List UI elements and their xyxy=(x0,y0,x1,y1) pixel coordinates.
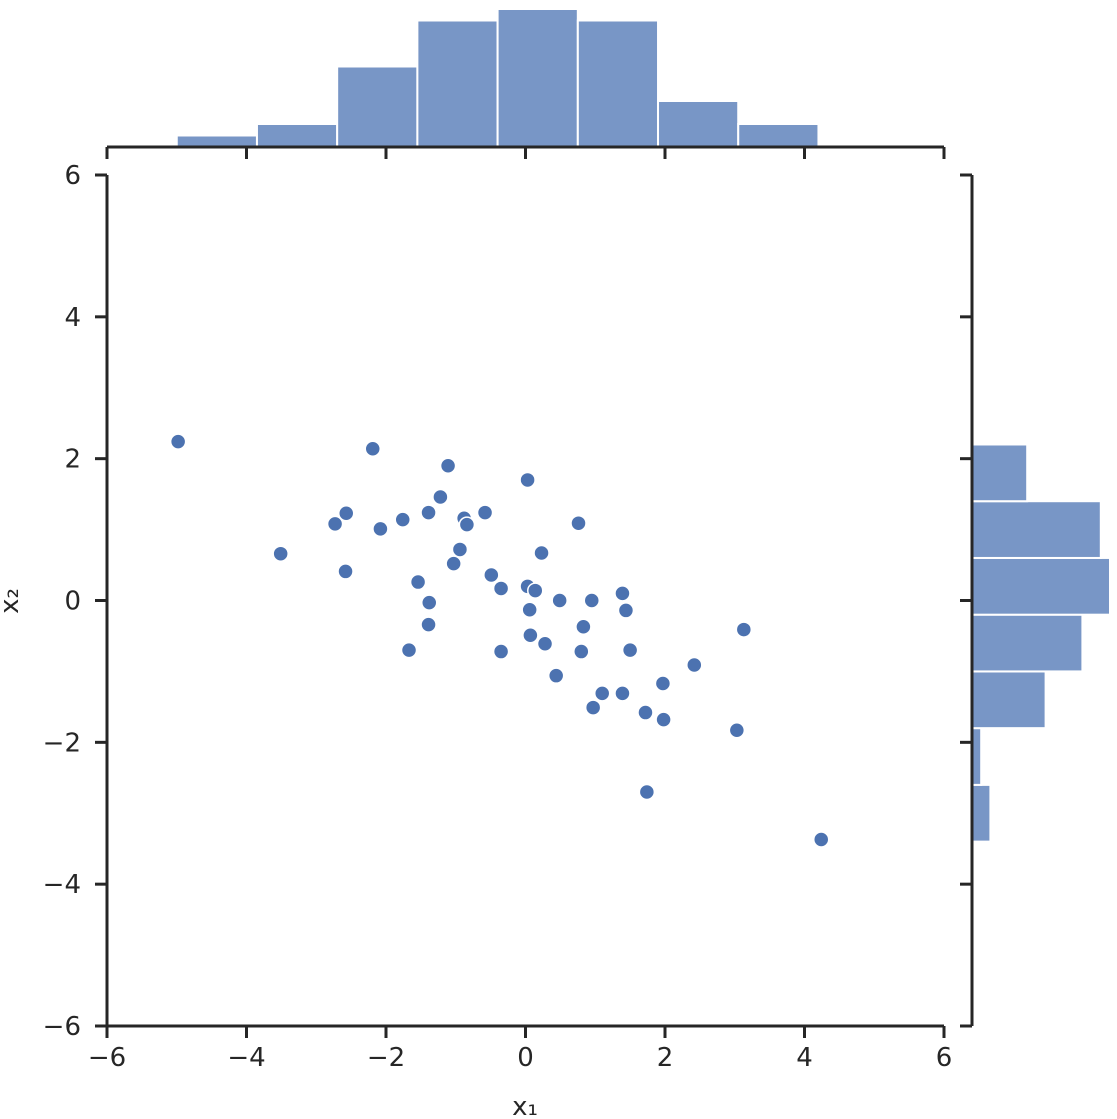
scatter-point xyxy=(492,580,510,597)
y-histogram-bar xyxy=(971,783,992,843)
scatter-point xyxy=(458,516,476,533)
x-histogram-bar xyxy=(416,19,499,148)
x-tick-label: −6 xyxy=(88,1043,126,1073)
y-tick-label: 2 xyxy=(64,445,81,475)
scatter-point xyxy=(483,566,500,584)
scatter-point xyxy=(617,602,635,619)
y-histogram-bar xyxy=(971,500,1102,559)
axis-ticks: −6 −4 −2 0 2 4 6 −6 −4 −2 0 2 4 6 xyxy=(43,147,972,1073)
y-tick-label: −4 xyxy=(43,870,81,900)
scatter-point xyxy=(492,643,510,660)
scatter-point xyxy=(432,488,449,506)
scatter-point xyxy=(686,656,703,674)
scatter-point xyxy=(337,563,354,580)
scatter-point xyxy=(614,685,631,702)
x-histogram-bar xyxy=(657,100,740,148)
scatter-point xyxy=(812,831,830,848)
scatter-point xyxy=(451,541,469,558)
scatter-point xyxy=(583,592,601,609)
scatter-point xyxy=(272,545,289,562)
scatter-point xyxy=(593,685,611,702)
scatter-point xyxy=(533,544,550,562)
scatter-point xyxy=(420,616,437,633)
x-axis-label: x₁ xyxy=(512,1092,538,1119)
scatter-point xyxy=(654,675,672,692)
x-tick-label: 2 xyxy=(657,1043,674,1073)
x-histogram-bar xyxy=(336,65,419,148)
y-histogram-bar xyxy=(971,670,1047,730)
scatter-point xyxy=(637,704,654,721)
scatter-point xyxy=(584,699,602,716)
scatter-points xyxy=(169,433,830,848)
y-tick-label: 0 xyxy=(64,587,81,617)
y-tick-label: −6 xyxy=(43,1012,81,1042)
scatter-point xyxy=(547,667,565,684)
scatter-point xyxy=(476,504,494,521)
y-axis-label: x₂ xyxy=(0,588,25,614)
x-histogram-bar xyxy=(737,123,820,148)
scatter-point xyxy=(551,592,568,609)
scatter-point xyxy=(638,783,656,801)
scatter-point xyxy=(326,515,344,533)
scatter-point xyxy=(521,601,538,618)
y-histogram-bar xyxy=(971,443,1029,503)
scatter-point xyxy=(420,594,438,611)
x-tick-label: 6 xyxy=(936,1043,953,1073)
scatter-point xyxy=(575,618,592,635)
scatter-point xyxy=(728,722,746,739)
scatter-point xyxy=(570,514,587,532)
scatter-point xyxy=(409,573,427,591)
x-histogram-bar xyxy=(175,134,258,148)
y-tick-label: −2 xyxy=(43,728,81,758)
y-tick-label: 6 xyxy=(64,161,81,191)
scatter-point xyxy=(527,582,544,599)
x-histogram-bar xyxy=(496,8,579,148)
y-tick-label: 4 xyxy=(64,303,81,333)
x-histogram-bar xyxy=(576,19,660,148)
scatter-point xyxy=(536,635,554,653)
scatter-point xyxy=(364,440,381,457)
x-tick-label: −4 xyxy=(227,1043,265,1073)
scatter-point xyxy=(621,641,639,659)
scatter-point xyxy=(372,520,389,538)
scatter-point xyxy=(573,643,590,660)
scatter-point xyxy=(522,626,539,644)
x-tick-label: 0 xyxy=(517,1043,534,1073)
scatter-point xyxy=(439,457,457,475)
y-histogram-bar xyxy=(971,613,1084,673)
scatter-point xyxy=(735,621,753,638)
scatter-point xyxy=(519,471,536,489)
scatter-point xyxy=(394,511,411,528)
x-tick-label: −2 xyxy=(367,1043,405,1073)
scatter-point xyxy=(169,433,187,450)
scatter-point xyxy=(400,641,418,659)
x-tick-label: 4 xyxy=(796,1043,813,1073)
scatter-point xyxy=(420,504,437,521)
x-histogram-bar xyxy=(255,123,339,148)
y-marginal-histogram xyxy=(971,443,1111,843)
y-histogram-bar xyxy=(971,556,1111,616)
scatter-point xyxy=(445,555,462,572)
scatter-point xyxy=(655,711,672,728)
x-marginal-histogram xyxy=(175,8,820,148)
scatter-point xyxy=(337,505,355,522)
scatter-point xyxy=(614,585,631,602)
